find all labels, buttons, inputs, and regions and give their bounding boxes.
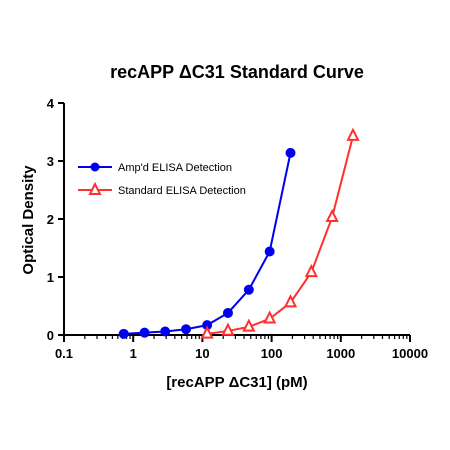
series-line-1 bbox=[123, 152, 292, 335]
data-point-triangle bbox=[221, 322, 235, 336]
data-point-triangle bbox=[200, 325, 214, 339]
data-point-circle bbox=[139, 327, 150, 338]
x-tick-label: 10000 bbox=[392, 346, 428, 361]
legend-marker-circle bbox=[90, 162, 100, 172]
y-tick-label: 3 bbox=[47, 154, 54, 169]
data-point-triangle bbox=[283, 294, 298, 308]
data-point-circle bbox=[181, 324, 192, 335]
data-point-triangle bbox=[325, 208, 339, 223]
data-point-circle bbox=[243, 284, 254, 295]
data-point-triangle bbox=[242, 318, 256, 332]
legend-label: Amp'd ELISA Detection bbox=[118, 162, 232, 174]
x-tick-label: 1000 bbox=[326, 346, 355, 361]
data-point-triangle bbox=[263, 310, 277, 324]
y-axis-label: Optical Density bbox=[20, 165, 37, 275]
x-tick-label: 10 bbox=[195, 346, 209, 361]
chart-title: recAPP ΔC31 Standard Curve bbox=[110, 62, 364, 82]
y-tick-label: 2 bbox=[47, 212, 54, 227]
data-point-circle bbox=[160, 326, 171, 337]
x-tick-label: 100 bbox=[261, 346, 283, 361]
legend: Amp'd ELISA Detection Standard ELISA Dete… bbox=[78, 162, 246, 197]
y-tick-label: 0 bbox=[47, 328, 54, 343]
data-point-circle bbox=[264, 246, 275, 257]
data-point-circle bbox=[118, 328, 129, 339]
data-point-triangle bbox=[304, 263, 318, 278]
data-point-triangle bbox=[346, 127, 360, 141]
x-axis-label: [recAPP ΔC31] (pM) bbox=[166, 374, 307, 391]
data-point-circle bbox=[285, 147, 296, 158]
x-tick-label: 0.1 bbox=[55, 346, 73, 361]
y-tick-label: 4 bbox=[47, 96, 55, 111]
x-tick-label: 1 bbox=[130, 346, 137, 361]
plot-area bbox=[118, 127, 360, 339]
legend-label: Standard ELISA Detection bbox=[118, 185, 246, 197]
data-point-circle bbox=[222, 307, 233, 318]
axes: 0 1 2 3 4 0.1 1 10 100 1000 10000 bbox=[47, 96, 428, 361]
legend-marker-triangle bbox=[88, 181, 102, 195]
y-tick-label: 1 bbox=[47, 270, 54, 285]
